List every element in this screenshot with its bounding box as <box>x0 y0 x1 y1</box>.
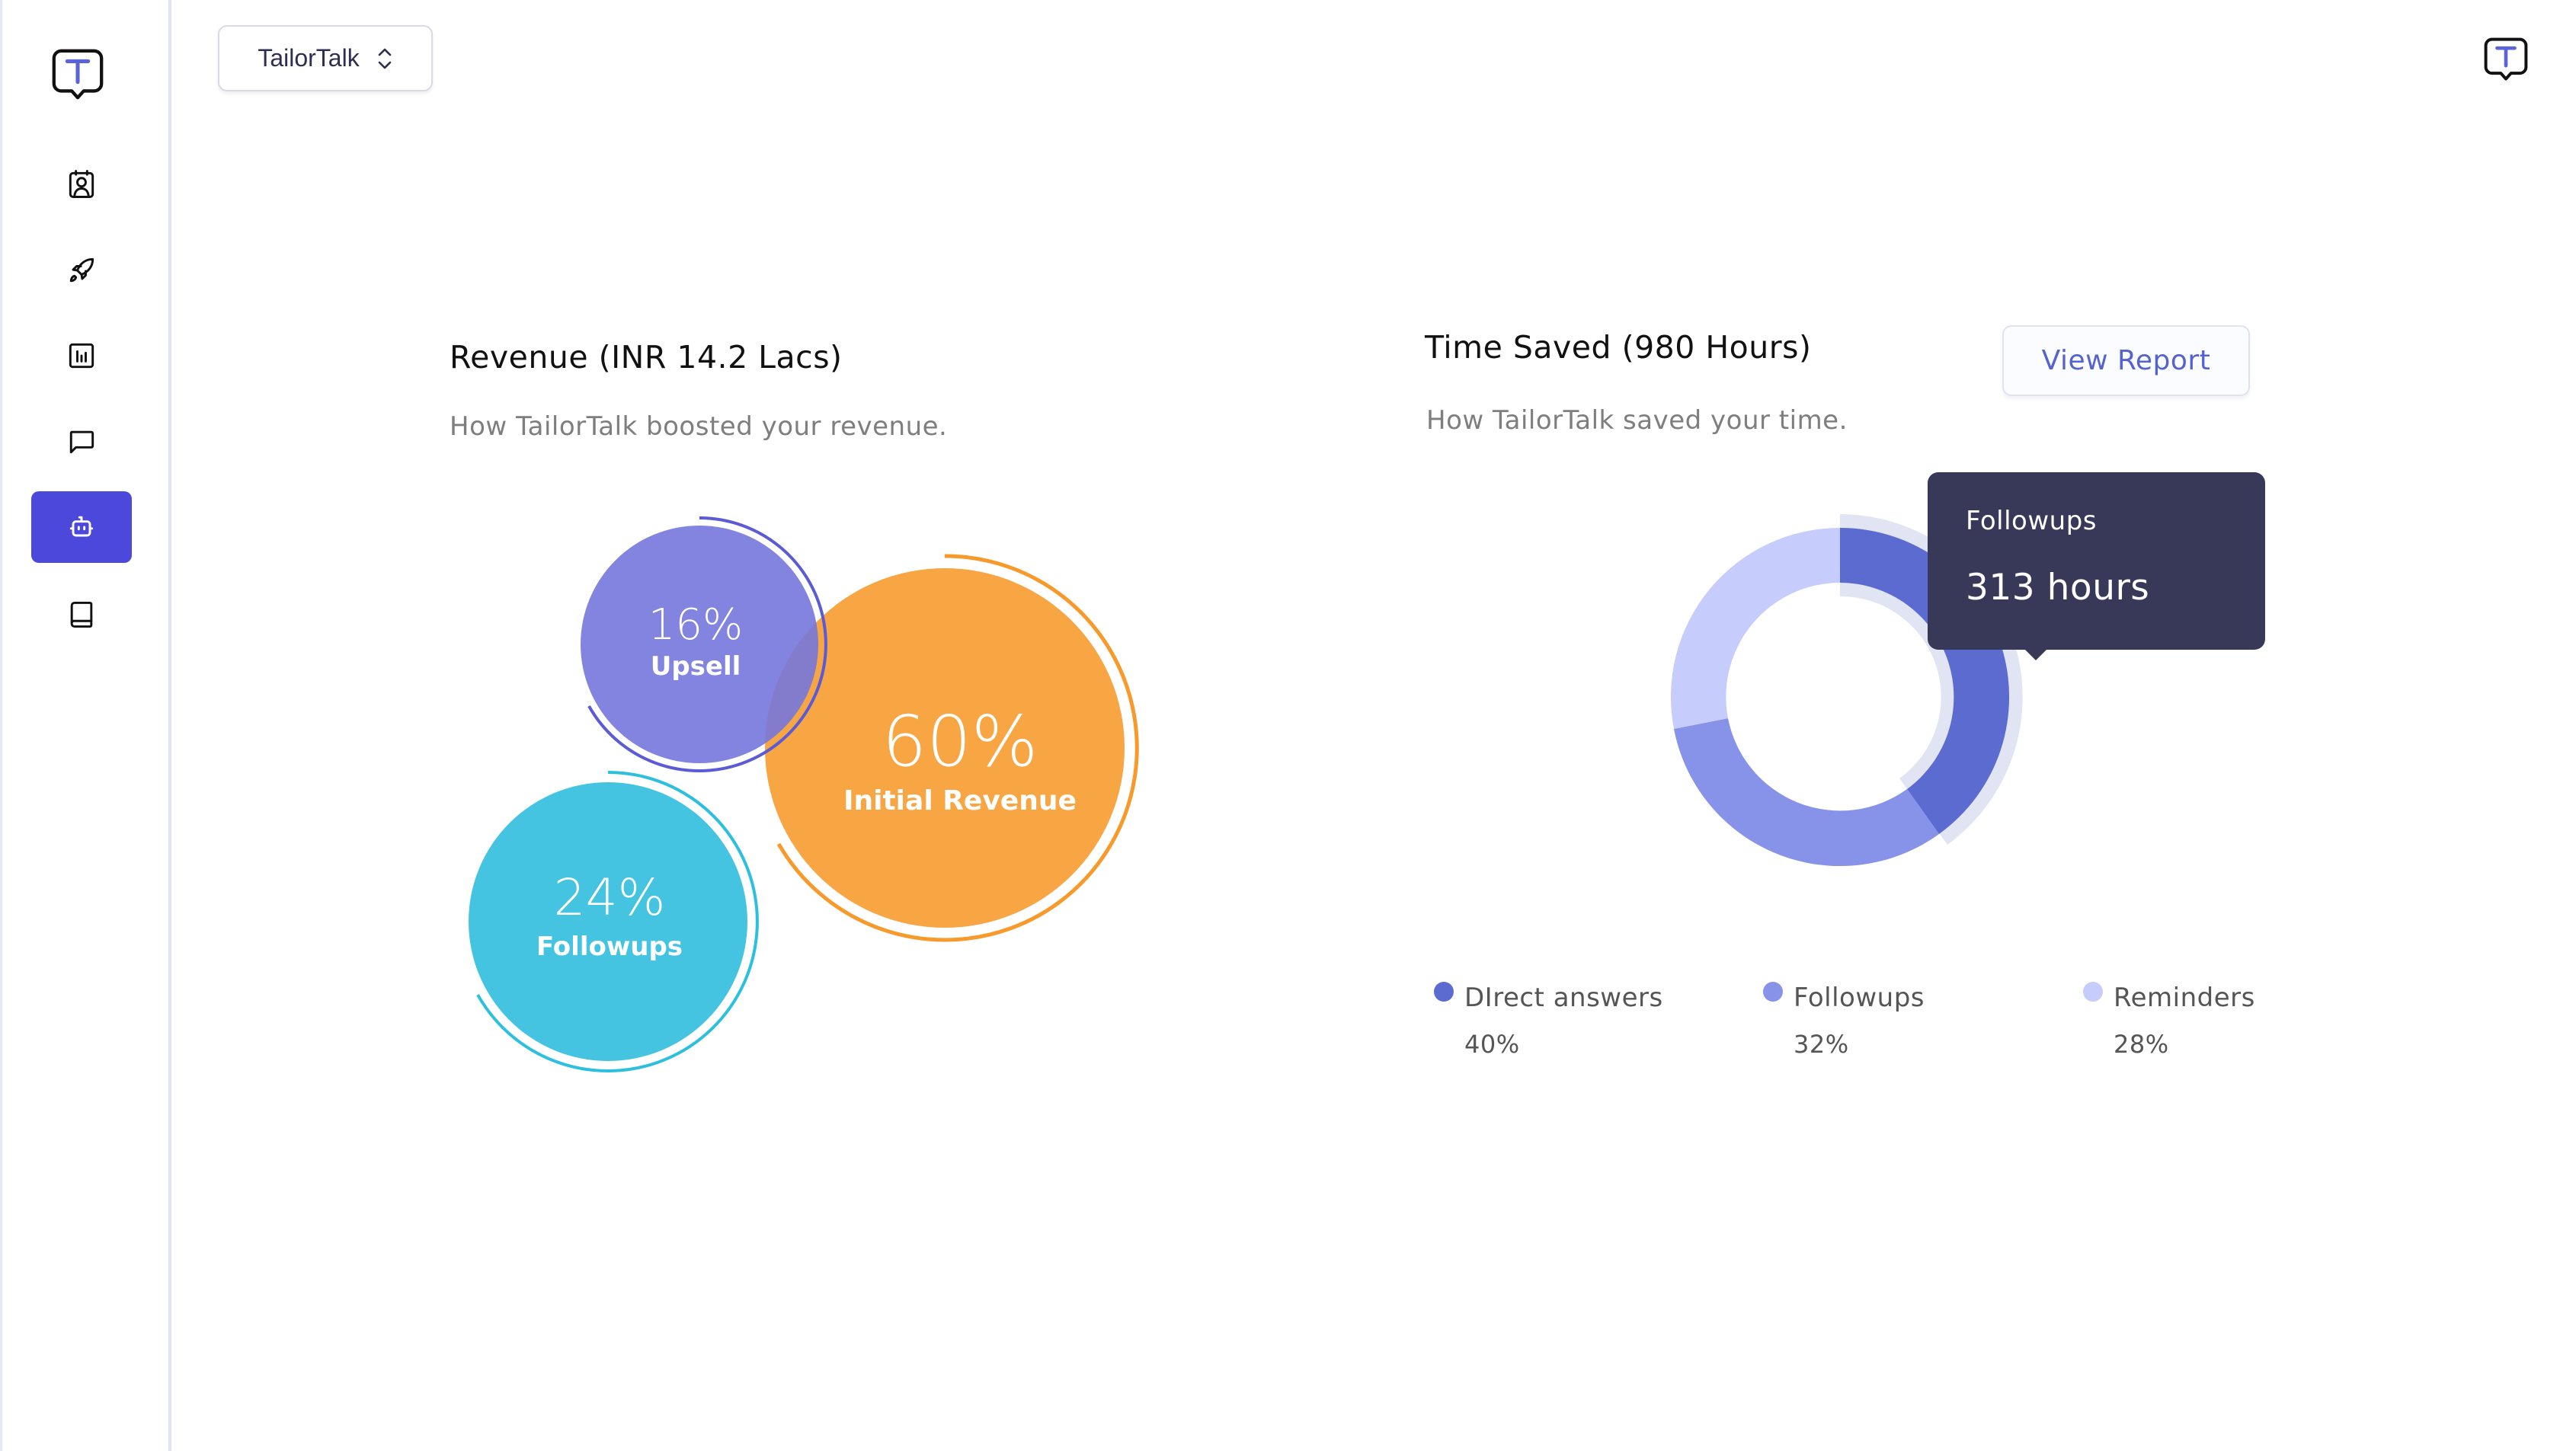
tooltip-label: Followups <box>1966 506 2097 536</box>
donut-segment-followups[interactable] <box>1674 718 1939 867</box>
sidebar-item-bot[interactable] <box>31 491 132 563</box>
tooltip-value: 313 hours <box>1966 567 2150 609</box>
sidebar <box>0 0 169 1451</box>
bubble-upsell-label: 16% Upsell <box>648 600 744 682</box>
ring-upsell <box>587 516 827 772</box>
donut-segment-reminders[interactable] <box>1670 527 1840 729</box>
time-saved-title: Time Saved (980 Hours) <box>1425 329 1812 366</box>
logo-icon <box>2484 37 2528 81</box>
sidebar-item-contacts[interactable] <box>31 149 132 220</box>
chevron-up-down-icon <box>378 48 391 69</box>
ring-followups <box>476 771 759 1072</box>
chat-bubble-icon <box>69 430 94 454</box>
chart-tooltip: Followups 313 hours <box>1928 472 2265 660</box>
ring-initial-revenue <box>776 554 1139 942</box>
app-logo[interactable] <box>46 44 110 105</box>
bubble-initial-revenue[interactable] <box>765 568 1125 928</box>
sidebar-item-knowledge-base[interactable] <box>31 579 132 650</box>
bubble-upsell[interactable] <box>581 526 818 763</box>
revenue-title: Revenue (INR 14.2 Lacs) <box>450 339 843 376</box>
rocket-icon <box>69 257 94 283</box>
book-icon <box>70 601 93 628</box>
sidebar-item-analytics[interactable] <box>31 320 132 392</box>
legend-dot-icon <box>1763 982 1783 1002</box>
sidebar-item-campaigns[interactable] <box>31 235 132 306</box>
time-saved-subtitle: How TailorTalk saved your time. <box>1426 405 1848 436</box>
top-right-brand[interactable] <box>2481 34 2531 85</box>
contact-card-icon <box>69 170 94 198</box>
org-selector-label: TailorTalk <box>258 44 360 72</box>
legend-dot-icon <box>2083 982 2103 1002</box>
logo-icon <box>52 49 104 100</box>
org-selector-dropdown[interactable]: TailorTalk <box>218 25 433 91</box>
sidebar-divider <box>168 0 171 1451</box>
bubble-initial-revenue-label: 60% Initial Revenue <box>843 701 1077 817</box>
bubble-followups[interactable] <box>469 782 747 1061</box>
bar-chart-icon <box>69 343 94 369</box>
legend-item-reminders: Reminders 28% <box>2083 982 2255 1059</box>
legend-dot-icon <box>1434 982 1454 1002</box>
legend-item-followups: Followups 32% <box>1763 982 1925 1059</box>
revenue-subtitle: How TailorTalk boosted your revenue. <box>450 411 948 442</box>
legend-item-direct-answers: DIrect answers 40% <box>1434 982 1663 1059</box>
sidebar-item-conversations[interactable] <box>31 406 132 478</box>
bubble-followups-label: 24% Followups <box>536 868 683 962</box>
robot-icon <box>69 516 94 537</box>
view-report-button[interactable]: View Report <box>2002 325 2250 396</box>
